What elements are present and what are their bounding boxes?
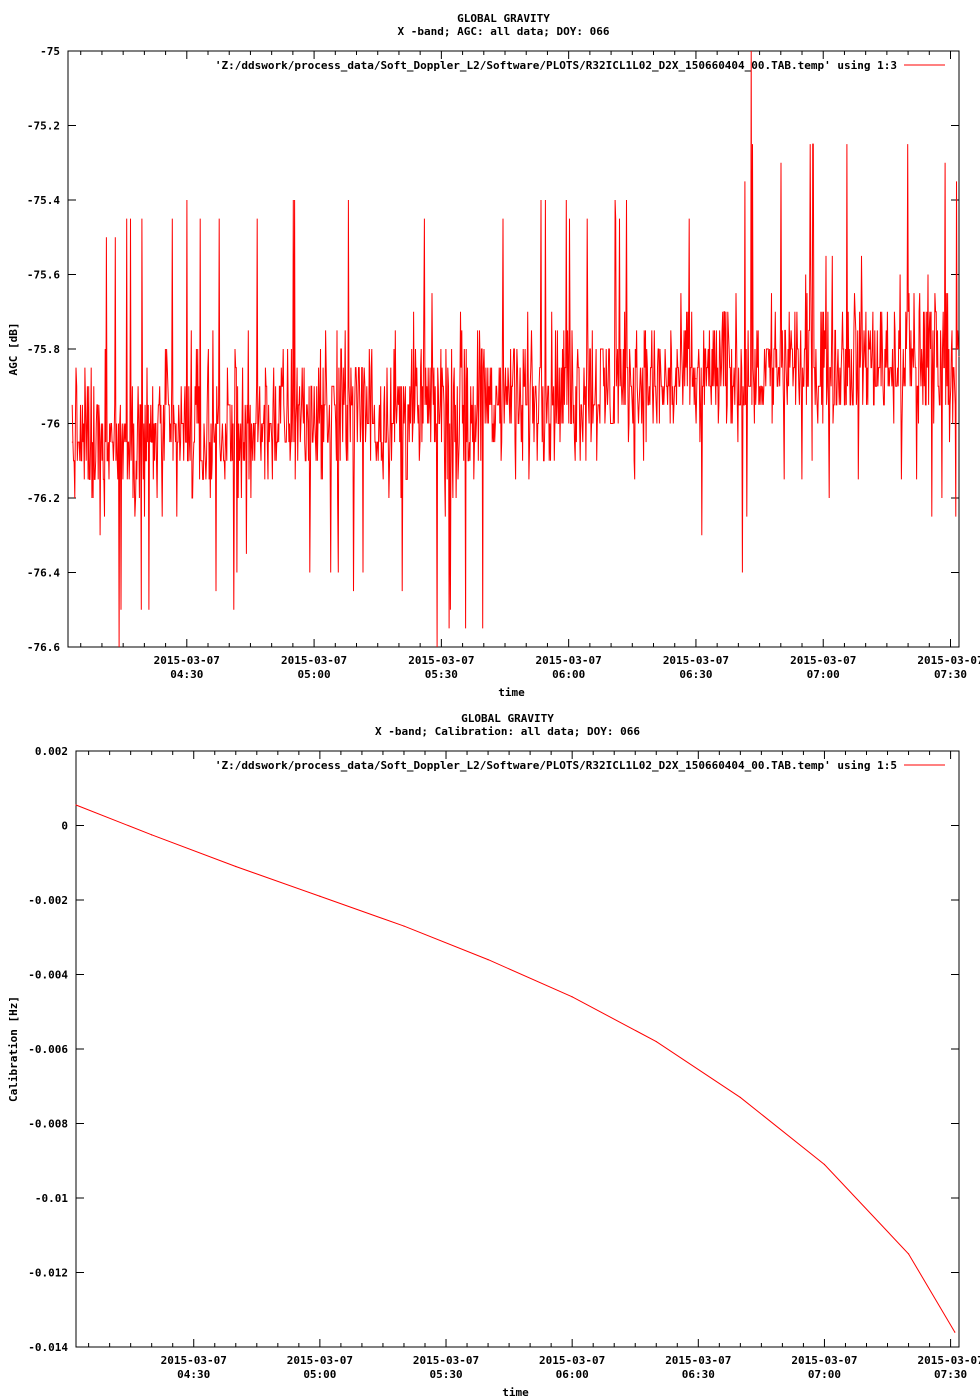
x-tick-time-label: 06:30 bbox=[682, 1368, 715, 1381]
series-line bbox=[71, 50, 959, 648]
x-tick-time-label: 05:30 bbox=[425, 668, 458, 681]
x-tick-date-label: 2015-03-07 bbox=[791, 1354, 857, 1367]
data-point bbox=[235, 865, 237, 868]
x-tick-time-label: 07:30 bbox=[934, 668, 967, 681]
x-tick-time-label: 04:30 bbox=[170, 668, 203, 681]
trend-point bbox=[186, 441, 188, 443]
y-tick-label: -76.2 bbox=[27, 492, 60, 505]
x-tick-date-label: 2015-03-07 bbox=[539, 1354, 605, 1367]
series-line bbox=[75, 804, 956, 1333]
x-tick-time-label: 06:00 bbox=[552, 668, 585, 681]
x-tick-time-label: 05:00 bbox=[298, 668, 331, 681]
x-tick-time-label: 05:00 bbox=[303, 1368, 336, 1381]
chart-title: GLOBAL GRAVITY bbox=[461, 712, 554, 725]
y-tick-label: -0.002 bbox=[28, 894, 68, 907]
data-point bbox=[75, 804, 77, 806]
data-point bbox=[655, 1040, 657, 1043]
y-tick-label: -75 bbox=[40, 45, 60, 58]
x-tick-time-label: 07:00 bbox=[808, 1368, 841, 1381]
data-point bbox=[319, 895, 321, 897]
x-tick-date-label: 2015-03-07 bbox=[287, 1354, 353, 1367]
y-tick-label: -75.6 bbox=[27, 269, 60, 282]
y-tick-label: -0.004 bbox=[28, 969, 68, 982]
chart-subtitle: X -band; AGC: all data; DOY: 066 bbox=[398, 25, 610, 38]
trend-point bbox=[695, 378, 697, 380]
data-point bbox=[823, 1163, 826, 1166]
x-axis-label: time bbox=[498, 686, 525, 699]
x-tick-date-label: 2015-03-07 bbox=[665, 1354, 731, 1367]
plot-frame bbox=[75, 750, 960, 1348]
x-tick-date-label: 2015-03-07 bbox=[790, 654, 856, 667]
y-tick-label: 0 bbox=[61, 820, 68, 833]
x-tick-date-label: 2015-03-07 bbox=[917, 1354, 980, 1367]
y-tick-label: 0.002 bbox=[35, 745, 68, 758]
trend-point bbox=[313, 415, 315, 417]
y-tick-label: -0.008 bbox=[28, 1118, 68, 1131]
chart-title: GLOBAL GRAVITY bbox=[457, 12, 550, 25]
y-tick-label: -0.014 bbox=[28, 1341, 68, 1354]
y-tick-label: -75.8 bbox=[27, 343, 60, 356]
trend-point bbox=[71, 441, 73, 443]
x-tick-date-label: 2015-03-07 bbox=[281, 654, 347, 667]
data-point bbox=[487, 959, 489, 961]
x-tick-date-label: 2015-03-07 bbox=[154, 654, 220, 667]
x-tick-date-label: 2015-03-07 bbox=[663, 654, 729, 667]
x-tick-time-label: 06:00 bbox=[556, 1368, 589, 1381]
y-axis-label: Calibration [Hz] bbox=[7, 996, 20, 1102]
data-point bbox=[739, 1096, 741, 1099]
x-tick-time-label: 06:30 bbox=[679, 668, 712, 681]
y-tick-label: -75.2 bbox=[27, 120, 60, 133]
y-axis-label: AGC [dB] bbox=[7, 323, 20, 376]
x-tick-date-label: 2015-03-07 bbox=[413, 1354, 479, 1367]
y-tick-label: -76.6 bbox=[27, 641, 60, 654]
data-point bbox=[571, 996, 573, 998]
x-tick-time-label: 07:30 bbox=[934, 1368, 967, 1381]
data-point bbox=[907, 1253, 910, 1255]
y-tick-label: -0.006 bbox=[28, 1043, 68, 1056]
x-tick-date-label: 2015-03-07 bbox=[161, 1354, 227, 1367]
x-tick-time-label: 05:30 bbox=[429, 1368, 462, 1381]
data-point bbox=[954, 1331, 956, 1333]
trend-point bbox=[958, 355, 960, 357]
x-tick-date-label: 2015-03-07 bbox=[536, 654, 602, 667]
data-point bbox=[151, 834, 153, 836]
y-tick-label: -0.012 bbox=[28, 1267, 68, 1280]
legend-entry-label: 'Z:/ddswork/process_data/Soft_Doppler_L2… bbox=[215, 759, 897, 772]
trend-point bbox=[568, 393, 570, 395]
data-point bbox=[403, 925, 405, 927]
x-tick-date-label: 2015-03-07 bbox=[917, 654, 980, 667]
trend-point bbox=[440, 404, 442, 406]
y-tick-label: -0.01 bbox=[35, 1192, 68, 1205]
x-tick-date-label: 2015-03-07 bbox=[408, 654, 474, 667]
x-tick-time-label: 04:30 bbox=[177, 1368, 210, 1381]
y-tick-label: -76 bbox=[40, 418, 60, 431]
chart-subtitle: X -band; Calibration: all data; DOY: 066 bbox=[375, 725, 640, 738]
y-tick-label: -76.4 bbox=[27, 567, 60, 580]
y-tick-label: -75.4 bbox=[27, 194, 60, 207]
legend-entry-label: 'Z:/ddswork/process_data/Soft_Doppler_L2… bbox=[215, 59, 897, 72]
trend-point bbox=[822, 367, 824, 369]
x-axis-label: time bbox=[502, 1386, 529, 1399]
x-tick-time-label: 07:00 bbox=[807, 668, 840, 681]
